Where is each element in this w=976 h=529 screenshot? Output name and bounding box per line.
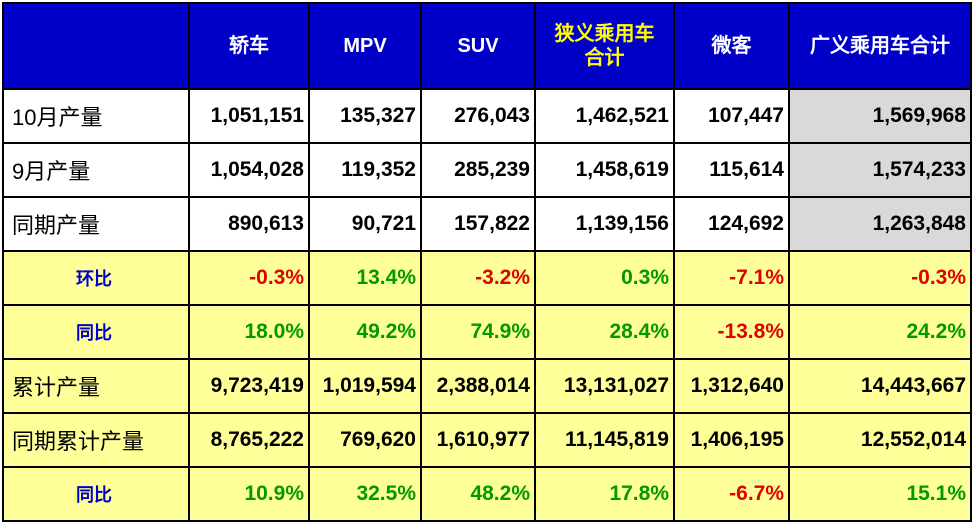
cell: 119,352 bbox=[308, 142, 422, 198]
header-row: 轿车 MPV SUV 狭义乘用车合计 微客 广义乘用车合计 bbox=[2, 2, 972, 90]
cell-total: 14,443,667 bbox=[788, 358, 972, 414]
cell: -7.1% bbox=[673, 250, 790, 306]
row-label: 同期产量 bbox=[2, 196, 190, 252]
header-mpv: MPV bbox=[308, 2, 422, 90]
cell: 13,131,027 bbox=[534, 358, 675, 414]
cell: 32.5% bbox=[308, 466, 422, 522]
cell: 90,721 bbox=[308, 196, 422, 252]
cell: 276,043 bbox=[420, 88, 536, 144]
cell-total: 24.2% bbox=[788, 304, 972, 360]
cell-total: 1,263,848 bbox=[788, 196, 972, 252]
cell: 1,458,619 bbox=[534, 142, 675, 198]
row-label: 累计产量 bbox=[2, 358, 190, 414]
row-label: 环比 bbox=[2, 250, 190, 306]
cell: 74.9% bbox=[420, 304, 536, 360]
cell: 124,692 bbox=[673, 196, 790, 252]
cell: -6.7% bbox=[673, 466, 790, 522]
cell: 1,054,028 bbox=[188, 142, 310, 198]
cell: 107,447 bbox=[673, 88, 790, 144]
cell: 1,610,977 bbox=[420, 412, 536, 468]
row-label: 同比 bbox=[2, 304, 190, 360]
cell-total: -0.3% bbox=[788, 250, 972, 306]
cell: 890,613 bbox=[188, 196, 310, 252]
cell: 1,312,640 bbox=[673, 358, 790, 414]
cell: 1,462,521 bbox=[534, 88, 675, 144]
cell: 1,019,594 bbox=[308, 358, 422, 414]
cell: 769,620 bbox=[308, 412, 422, 468]
header-sedan: 轿车 bbox=[188, 2, 310, 90]
cell: -0.3% bbox=[188, 250, 310, 306]
cell: 10.9% bbox=[188, 466, 310, 522]
row-label: 9月产量 bbox=[2, 142, 190, 198]
cell-total: 15.1% bbox=[788, 466, 972, 522]
table-row: 环比 -0.3% 13.4% -3.2% 0.3% -7.1% -0.3% bbox=[2, 250, 972, 306]
table-row: 同比 18.0% 49.2% 74.9% 28.4% -13.8% 24.2% bbox=[2, 304, 972, 360]
table-row: 同期累计产量 8,765,222 769,620 1,610,977 11,14… bbox=[2, 412, 972, 468]
cell: 1,406,195 bbox=[673, 412, 790, 468]
cell: 48.2% bbox=[420, 466, 536, 522]
cell: 285,239 bbox=[420, 142, 536, 198]
table-row: 9月产量 1,054,028 119,352 285,239 1,458,619… bbox=[2, 142, 972, 198]
header-narrow-total: 狭义乘用车合计 bbox=[534, 2, 675, 90]
cell: 1,139,156 bbox=[534, 196, 675, 252]
production-table: 轿车 MPV SUV 狭义乘用车合计 微客 广义乘用车合计 10月产量 1,05… bbox=[2, 2, 972, 522]
cell: 115,614 bbox=[673, 142, 790, 198]
row-label: 10月产量 bbox=[2, 88, 190, 144]
cell: 9,723,419 bbox=[188, 358, 310, 414]
cell: 1,051,151 bbox=[188, 88, 310, 144]
cell: 2,388,014 bbox=[420, 358, 536, 414]
cell: 17.8% bbox=[534, 466, 675, 522]
table-row: 同比 10.9% 32.5% 48.2% 17.8% -6.7% 15.1% bbox=[2, 466, 972, 522]
header-suv: SUV bbox=[420, 2, 536, 90]
cell: -3.2% bbox=[420, 250, 536, 306]
cell: 0.3% bbox=[534, 250, 675, 306]
cell-total: 1,569,968 bbox=[788, 88, 972, 144]
cell: 135,327 bbox=[308, 88, 422, 144]
header-corner bbox=[2, 2, 190, 90]
table-row: 10月产量 1,051,151 135,327 276,043 1,462,52… bbox=[2, 88, 972, 144]
table-row: 累计产量 9,723,419 1,019,594 2,388,014 13,13… bbox=[2, 358, 972, 414]
cell-total: 1,574,233 bbox=[788, 142, 972, 198]
cell-total: 12,552,014 bbox=[788, 412, 972, 468]
row-label: 同期累计产量 bbox=[2, 412, 190, 468]
header-broad-total: 广义乘用车合计 bbox=[788, 2, 972, 90]
table-row: 同期产量 890,613 90,721 157,822 1,139,156 12… bbox=[2, 196, 972, 252]
row-label: 同比 bbox=[2, 466, 190, 522]
header-minivan: 微客 bbox=[673, 2, 790, 90]
cell: -13.8% bbox=[673, 304, 790, 360]
cell: 8,765,222 bbox=[188, 412, 310, 468]
cell: 11,145,819 bbox=[534, 412, 675, 468]
cell: 13.4% bbox=[308, 250, 422, 306]
cell: 157,822 bbox=[420, 196, 536, 252]
cell: 49.2% bbox=[308, 304, 422, 360]
cell: 18.0% bbox=[188, 304, 310, 360]
cell: 28.4% bbox=[534, 304, 675, 360]
